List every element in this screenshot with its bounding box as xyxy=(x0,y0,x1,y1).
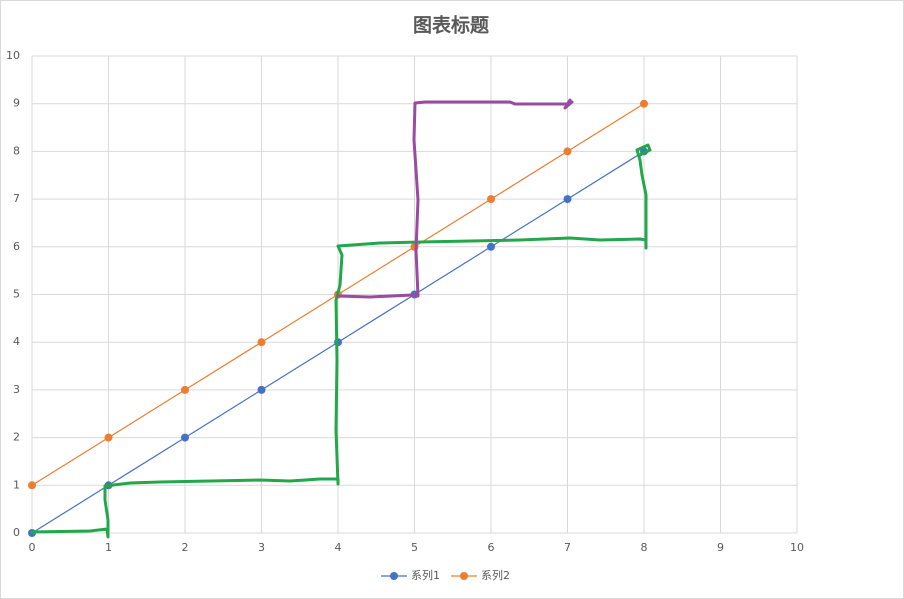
point xyxy=(104,433,113,442)
y-tick-label: 6 xyxy=(13,240,20,253)
x-tick-label: 7 xyxy=(564,541,571,554)
y-tick-label: 0 xyxy=(13,526,20,539)
y-tick-label: 1 xyxy=(13,478,20,491)
hand-drawn-stroke xyxy=(30,143,652,539)
y-tick-label: 7 xyxy=(13,192,20,205)
x-tick-label: 5 xyxy=(411,541,418,554)
point xyxy=(28,481,36,490)
x-tick-label: 3 xyxy=(258,541,265,554)
point xyxy=(640,99,648,108)
y-tick-label: 2 xyxy=(13,431,20,444)
point xyxy=(563,195,572,204)
point xyxy=(563,147,572,156)
x-tick-label: 2 xyxy=(182,541,189,554)
x-tick-label: 6 xyxy=(488,541,495,554)
x-tick-label: 4 xyxy=(335,541,342,554)
point xyxy=(257,385,266,394)
y-tick-label: 9 xyxy=(13,97,20,110)
legend-swatch xyxy=(390,572,398,580)
point xyxy=(181,385,189,394)
point xyxy=(181,433,189,442)
x-tick-label: 10 xyxy=(790,541,804,554)
legend-label: 系列2 xyxy=(481,568,510,582)
legend: 系列1 系列2 xyxy=(381,568,510,582)
point xyxy=(487,195,495,204)
legend-label: 系列1 xyxy=(411,568,440,582)
x-tick-label: 1 xyxy=(105,541,112,554)
chart-title: 图表标题 xyxy=(413,14,489,37)
y-tick-label: 5 xyxy=(13,288,20,301)
y-tick-label: 10 xyxy=(6,49,20,62)
x-tick-label: 0 xyxy=(29,541,36,554)
point xyxy=(257,338,266,347)
y-tick-label: 3 xyxy=(13,383,20,396)
x-tick-label: 8 xyxy=(641,541,648,554)
hand-drawn-stroke xyxy=(336,98,574,299)
point xyxy=(487,242,495,251)
y-tick-label: 4 xyxy=(13,335,20,348)
legend-swatch xyxy=(460,572,468,580)
y-tick-label: 8 xyxy=(13,144,20,157)
x-tick-label: 9 xyxy=(717,541,724,554)
